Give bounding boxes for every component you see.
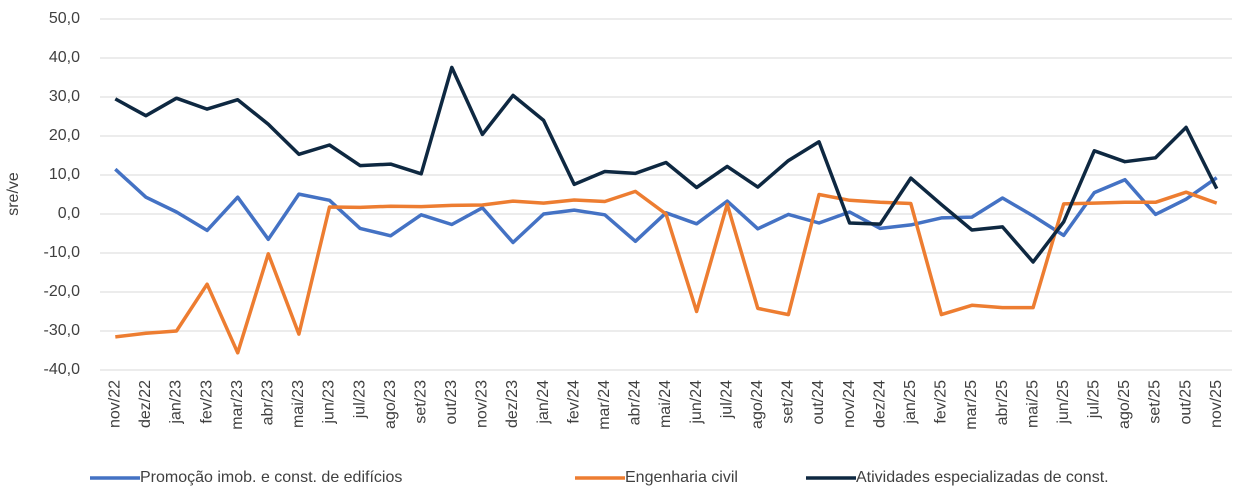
x-tick-label: fev/25	[933, 380, 950, 424]
x-tick-label: set/24	[780, 380, 797, 424]
y-tick-label: 50,0	[49, 10, 80, 27]
legend-label: Engenharia civil	[625, 469, 738, 486]
x-tick-label: ago/23	[382, 380, 399, 429]
x-tick-label: nov/24	[841, 380, 858, 428]
legend-label: Promoção imob. e const. de edifícios	[140, 469, 402, 486]
x-tick-label: abr/23	[259, 380, 276, 425]
x-tick-label: jul/23	[351, 380, 368, 419]
x-tick-label: jan/24	[535, 380, 552, 425]
y-tick-label: -10,0	[44, 244, 81, 261]
x-tick-label: abr/24	[627, 380, 644, 425]
y-tick-label: -20,0	[44, 283, 81, 300]
x-tick-label: dez/24	[871, 380, 888, 428]
series-line	[114, 167, 1218, 245]
y-tick-label: 0,0	[58, 205, 80, 222]
x-tick-label: nov/25	[1208, 380, 1225, 428]
series-line	[115, 189, 1218, 355]
x-tick-label: nov/23	[474, 380, 491, 428]
x-tick-label: nov/22	[107, 380, 124, 428]
x-tick-label: dez/23	[504, 380, 521, 428]
x-tick-label: mar/25	[963, 380, 980, 430]
x-tick-label: mai/25	[1024, 380, 1041, 428]
x-tick-label: jul/25	[1086, 380, 1103, 419]
x-tick-label: mar/23	[229, 380, 246, 430]
x-tick-label: set/23	[412, 380, 429, 424]
x-tick-label: jul/24	[718, 380, 735, 419]
x-tick-label: jan/25	[902, 380, 919, 425]
x-tick-label: dez/22	[137, 380, 154, 428]
x-tick-label: fev/23	[198, 380, 215, 424]
series-line	[114, 65, 1219, 264]
x-tick-label: jun/23	[321, 380, 338, 425]
y-tick-label: 30,0	[49, 88, 80, 105]
y-tick-label: 20,0	[49, 127, 80, 144]
x-tick-label: out/24	[810, 380, 827, 425]
x-tick-label: set/25	[1147, 380, 1164, 424]
y-tick-label: 40,0	[49, 49, 80, 66]
x-tick-label: ago/24	[749, 380, 766, 429]
x-tick-label: mar/24	[596, 380, 613, 430]
x-tick-label: abr/25	[994, 380, 1011, 425]
y-tick-label: 10,0	[49, 166, 80, 183]
x-tick-label: fev/24	[565, 380, 582, 424]
x-tick-label: jun/24	[688, 380, 705, 425]
x-tick-label: out/25	[1177, 380, 1194, 425]
x-tick-label: mai/23	[290, 380, 307, 428]
x-tick-label: ago/25	[1116, 380, 1133, 429]
x-tick-label: jan/23	[168, 380, 185, 425]
x-tick-label: jun/25	[1055, 380, 1072, 425]
x-tick-label: mai/24	[657, 380, 674, 428]
y-tick-label: -30,0	[44, 322, 81, 339]
y-axis-label: sre/ve	[5, 172, 22, 216]
y-tick-label: -40,0	[44, 361, 81, 378]
x-tick-label: out/23	[443, 380, 460, 425]
legend-label: Atividades especializadas de const.	[856, 469, 1109, 486]
